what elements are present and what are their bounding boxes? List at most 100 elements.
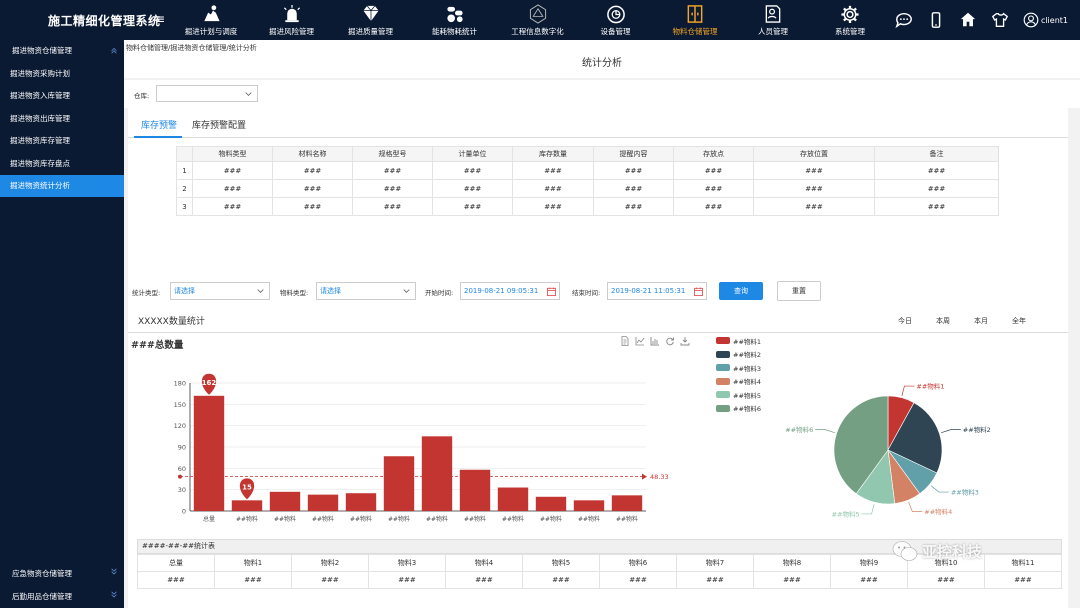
chevron-down-icon <box>245 92 252 96</box>
nav-item-4[interactable]: 工程信息数字化 <box>497 0 578 40</box>
legend-swatch <box>716 337 730 345</box>
nav-item-5[interactable]: 设备管理 <box>578 0 653 40</box>
legend-item[interactable]: ##物料3 <box>716 361 761 375</box>
x-tick-label: ##物料 <box>312 515 334 523</box>
period-tab-3[interactable]: 全年 <box>1012 317 1026 325</box>
pie-label: ##物料6 <box>785 425 813 434</box>
nav-item-label: 物料仓储管理 <box>672 26 718 36</box>
bar-chart-icon[interactable] <box>650 336 660 346</box>
tab-bar: 库存预警 库存预警配置 <box>128 108 1068 138</box>
pie-slice[interactable] <box>833 395 889 495</box>
nav-item-1[interactable]: 掘进风险管理 <box>254 0 329 40</box>
line-chart-icon[interactable] <box>635 336 645 346</box>
skin-theme-icon[interactable] <box>991 11 1009 29</box>
menu-toggle-icon[interactable]: ≡ <box>155 12 166 26</box>
legend-item[interactable]: ##物料4 <box>716 375 761 389</box>
stat-table-cell: ### <box>522 571 600 589</box>
download-icon[interactable] <box>680 336 690 346</box>
sidebar-item-3[interactable]: 掘进物资库存管理 <box>10 136 70 146</box>
x-tick-label: ##物料 <box>236 515 258 523</box>
legend-item[interactable]: ##物料2 <box>716 348 761 362</box>
chat-icon[interactable] <box>895 11 913 29</box>
sidebar-item-1[interactable]: 掘进物资入库管理 <box>10 91 70 101</box>
end-time-input[interactable]: 2019-08-21 11:05:31 <box>607 282 707 300</box>
nav-item-label: 掘进计划与调度 <box>184 26 238 36</box>
pie-label-line <box>815 429 835 434</box>
tab-stock-warning-config[interactable]: 库存预警配置 <box>192 121 247 131</box>
calendar-icon[interactable] <box>547 287 556 296</box>
gear-icon <box>841 5 859 23</box>
nav-item-3[interactable]: 能耗物耗统计 <box>412 0 497 40</box>
stat-table-cell: ### <box>753 571 831 589</box>
query-button[interactable]: 查询 <box>719 282 763 300</box>
alarm-light-icon <box>283 4 300 22</box>
x-tick-label: ##物料 <box>540 515 562 523</box>
pie-chart: ##物料1 ##物料2 ##物料3 ##物料4 ##物料5 ##物料6 <box>785 382 991 519</box>
bar <box>573 500 605 511</box>
sidebar-item-2[interactable]: 掘进物资出库管理 <box>10 113 70 123</box>
pills-icon <box>446 6 463 22</box>
tab-stock-warning[interactable]: 库存预警 <box>141 121 178 131</box>
data-view-icon[interactable] <box>620 336 630 346</box>
x-tick-label: ##物料 <box>426 515 448 523</box>
legend-item[interactable]: ##物料6 <box>716 402 761 416</box>
legend-item[interactable]: ##物料1 <box>716 334 761 348</box>
table-cell: ### <box>192 197 273 216</box>
warehouse-select[interactable] <box>156 85 258 102</box>
user-name: client1 <box>1040 15 1068 25</box>
stat-type-select[interactable]: 请选择 <box>170 282 270 300</box>
home-icon[interactable] <box>959 11 977 29</box>
legend-item[interactable]: ##物料5 <box>716 388 761 402</box>
stat-type-label: 统计类型: <box>132 289 161 297</box>
table-row[interactable]: 2 ### ### ### ### ### ### ### ### ### <box>176 179 999 198</box>
bar <box>535 496 567 511</box>
user-menu[interactable]: client1 <box>1023 12 1068 28</box>
y-tick-label: 0 <box>182 508 186 516</box>
pie-slice[interactable] <box>887 402 943 474</box>
nav-item-0[interactable]: 掘进计划与调度 <box>168 0 254 40</box>
material-type-select[interactable]: 请选择 <box>316 282 416 300</box>
table-cell: ### <box>673 179 754 198</box>
table-cell: ### <box>512 161 594 180</box>
nav-item-7[interactable]: 人员管理 <box>737 0 809 40</box>
nav-item-2[interactable]: 掘进质量管理 <box>329 0 412 40</box>
bar <box>421 436 453 511</box>
nav-item-8[interactable]: 系统管理 <box>809 0 891 40</box>
pie-label-line <box>861 504 875 515</box>
period-tab-2[interactable]: 本月 <box>974 317 988 325</box>
sidebar-group-3[interactable]: 后勤用品仓储管理 <box>0 585 124 608</box>
period-tab-0[interactable]: 今日 <box>898 317 912 325</box>
refresh-icon[interactable] <box>665 336 675 346</box>
start-time-input[interactable]: 2019-08-21 09:05:31 <box>460 282 560 300</box>
app-title: 施工精细化管理系统 <box>48 14 161 28</box>
pie-label: ##物料2 <box>963 425 991 434</box>
y-tick-label: 60 <box>178 465 186 473</box>
sidebar-group-2[interactable]: 应急物资仓储管理 <box>0 562 124 585</box>
reset-button[interactable]: 重置 <box>777 281 821 301</box>
sidebar-group-tunneling[interactable]: 掘进物资仓储管理 <box>0 40 124 60</box>
pie-label-line <box>901 385 915 396</box>
mobile-phone-icon[interactable] <box>927 11 945 29</box>
table-header: 规格型号 <box>352 146 433 162</box>
warehouse-row: 仓库: <box>124 80 1080 108</box>
x-tick-label: ##物料 <box>578 515 600 523</box>
sidebar-item-0[interactable]: 掘进物资采购计划 <box>10 68 70 78</box>
stock-warning-panel: 库存预警 库存预警配置 物料类型 材料名称 规格型号 计量单位 库存数量 提醒内容 存放点存… <box>128 108 1068 314</box>
table-cell: ### <box>673 197 754 216</box>
table-cell: ### <box>352 161 433 180</box>
sidebar-item-5[interactable]: 掘进物资统计分析 <box>0 174 124 197</box>
table-row[interactable]: 1 ### ### ### ### ### ### ### ### ### <box>176 161 999 180</box>
legend-label: ##物料1 <box>733 337 762 346</box>
table-row[interactable]: 3 ### ### ### ### ### ### ### ### ### <box>176 197 999 216</box>
sidebar-item-4[interactable]: 掘进物资库存盘点 <box>10 158 70 168</box>
header-row: 物料仓储管理/掘进物资仓储管理/统计分析 统计分析 <box>124 40 1080 78</box>
table-cell: ### <box>272 179 353 198</box>
table-cell: ### <box>272 197 353 216</box>
stat-table-title: ####-##-##统计表 <box>137 539 1062 554</box>
sidebar: 掘进物资仓储管理 掘进物资采购计划 掘进物资入库管理 掘进物资出库管理 掘进物资库存管… <box>0 40 124 608</box>
nav-item-label: 系统管理 <box>835 26 865 36</box>
main-nav: 掘进计划与调度 掘进风险管理 掘进质量管理 能耗物耗统计 工程信息数字化 设备管理 物料仓储… <box>168 0 891 40</box>
nav-item-6[interactable]: 物料仓储管理 <box>653 0 737 40</box>
calendar-icon[interactable] <box>694 287 703 296</box>
period-tab-1[interactable]: 本周 <box>936 317 950 325</box>
